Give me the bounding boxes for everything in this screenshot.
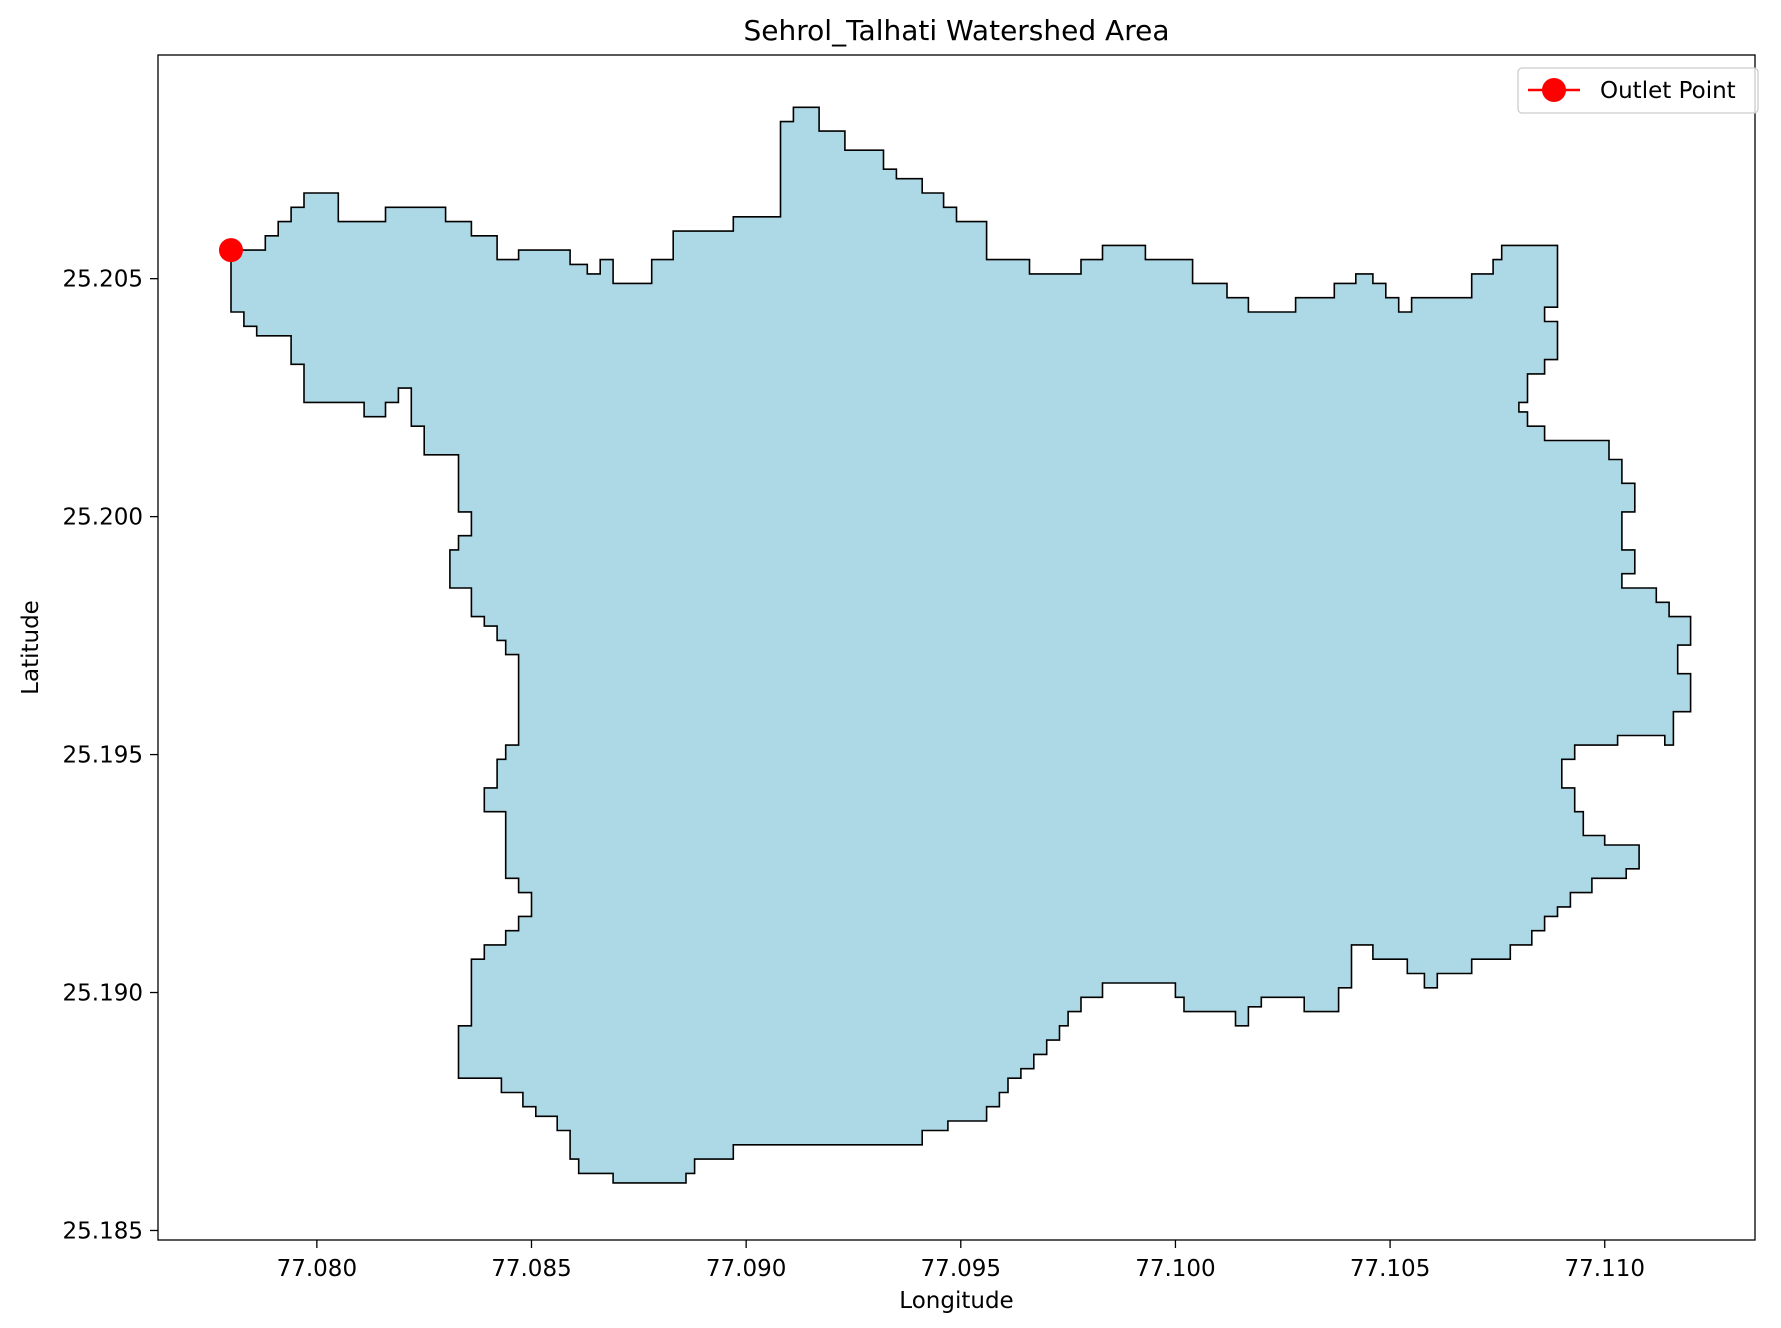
x-axis-ticks: 77.080 77.085 77.090 77.095 77.100 77.105 77.1… bbox=[277, 1240, 1645, 1282]
x-axis-label: Longitude bbox=[899, 1288, 1013, 1314]
plot-frame bbox=[157, 54, 1756, 1241]
y-tick-label: 25.205 bbox=[63, 267, 143, 293]
x-tick-label: 77.080 bbox=[277, 1256, 357, 1282]
outlet-point-marker bbox=[218, 238, 243, 263]
y-tick-label: 25.190 bbox=[63, 981, 143, 1007]
y-axis-label: Latitude bbox=[18, 600, 44, 695]
y-tick-label: 25.185 bbox=[63, 1218, 143, 1244]
x-tick-label: 77.090 bbox=[706, 1256, 786, 1282]
watershed-polygon bbox=[230, 106, 1692, 1184]
legend-box bbox=[1517, 67, 1759, 114]
legend-marker-sample bbox=[1542, 78, 1566, 102]
chart-title: Sehrol_Talhati Watershed Area bbox=[744, 14, 1170, 47]
x-tick-label: 77.095 bbox=[921, 1256, 1001, 1282]
legend-label-outlet-point: Outlet Point bbox=[1600, 78, 1736, 104]
legend: Outlet Point bbox=[1517, 67, 1759, 114]
plot-area bbox=[157, 54, 1756, 1241]
x-tick-label: 77.085 bbox=[491, 1256, 571, 1282]
y-tick-label: 25.195 bbox=[63, 743, 143, 769]
x-tick-label: 77.105 bbox=[1350, 1256, 1430, 1282]
y-axis-ticks: 25.185 25.190 25.195 25.200 25.205 bbox=[63, 267, 158, 1244]
x-tick-label: 77.110 bbox=[1565, 1256, 1645, 1282]
x-tick-label: 77.100 bbox=[1135, 1256, 1215, 1282]
y-tick-label: 25.200 bbox=[63, 505, 143, 531]
